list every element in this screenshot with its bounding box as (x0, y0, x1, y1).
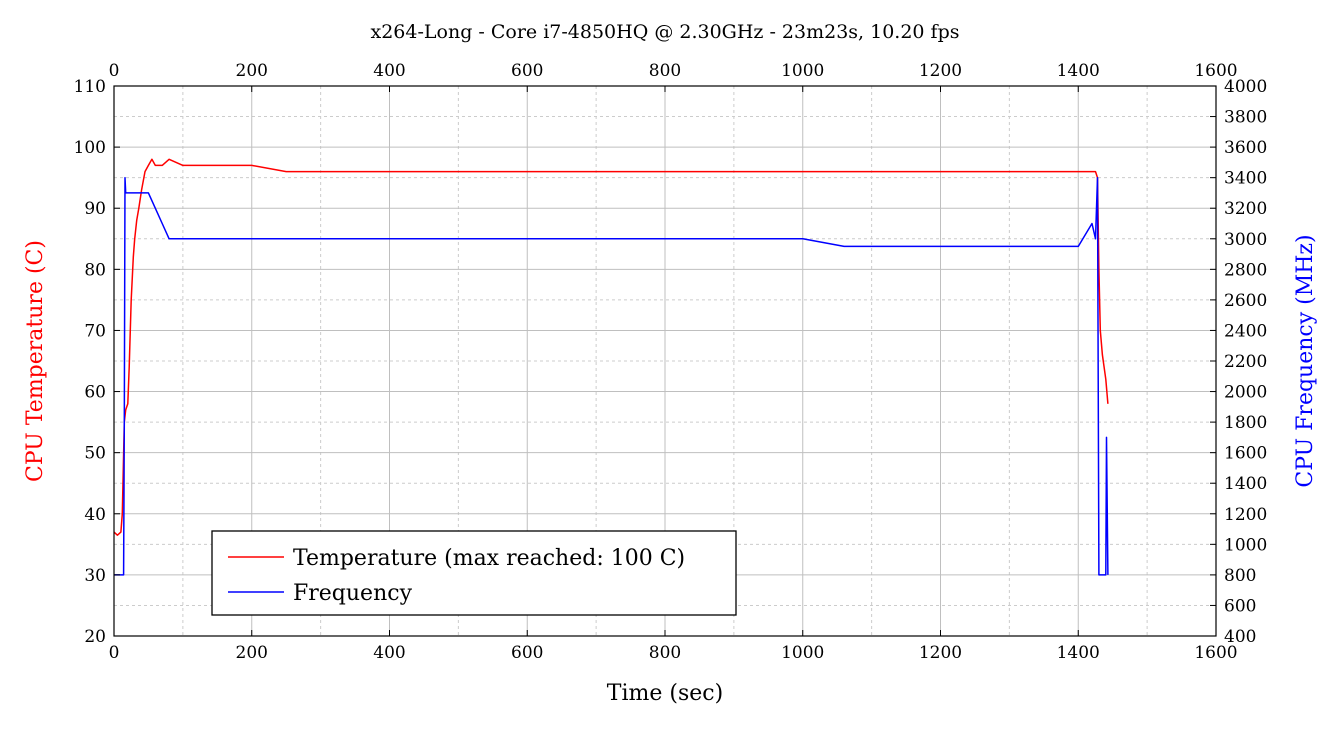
y-axis-title: CPU Temperature (C) (23, 240, 48, 482)
x-top-tick-label: 800 (649, 61, 681, 81)
x-axis-title: Time (sec) (607, 681, 723, 706)
y2-tick-label: 2200 (1224, 352, 1267, 372)
y-tick-label: 110 (74, 77, 106, 97)
x-tick-label: 800 (649, 643, 681, 663)
x-top-tick-label: 200 (236, 61, 268, 81)
y-tick-label: 20 (84, 627, 106, 647)
temperature-series-line (113, 158, 1109, 536)
y2-tick-label: 3600 (1224, 138, 1267, 158)
x-top-tick-label: 400 (373, 61, 405, 81)
y2-tick-label: 1600 (1224, 444, 1267, 464)
x-tick-label: 400 (373, 643, 405, 663)
y-tick-label: 50 (84, 444, 106, 464)
y2-tick-label: 2400 (1224, 321, 1267, 341)
y2-tick-label: 4000 (1224, 77, 1267, 97)
legend: Temperature (max reached: 100 C) Frequen… (211, 530, 737, 616)
y2-axis-title: CPU Frequency (MHz) (1293, 234, 1318, 487)
y2-tick-label: 1800 (1224, 413, 1267, 433)
x-tick-label: 200 (236, 643, 268, 663)
y-tick-label: 30 (84, 566, 106, 586)
y2-tick-label: 1200 (1224, 505, 1267, 525)
y2-tick-label: 1400 (1224, 474, 1267, 494)
y2-tick-label: 2600 (1224, 291, 1267, 311)
y2-tick-label: 3400 (1224, 169, 1267, 189)
x-tick-label: 0 (109, 643, 120, 663)
y-tick-label: 70 (84, 321, 106, 341)
x-top-tick-label: 1200 (919, 61, 962, 81)
x-top-tick-label: 600 (511, 61, 543, 81)
x-tick-label: 1200 (919, 643, 962, 663)
y2-tick-label: 3000 (1224, 230, 1267, 250)
frequency-series-line (114, 176, 1109, 576)
y2-tick-label: 800 (1224, 566, 1256, 586)
y-tick-label: 100 (74, 138, 106, 158)
legend-box (211, 530, 737, 616)
y2-tick-label: 3800 (1224, 108, 1267, 128)
y-tick-label: 40 (84, 505, 106, 525)
x-tick-label: 1000 (781, 643, 824, 663)
y2-tick-label: 2000 (1224, 383, 1267, 403)
y2-tick-label: 3200 (1224, 199, 1267, 219)
y-tick-label: 80 (84, 260, 106, 280)
y2-tick-label: 400 (1224, 627, 1256, 647)
y2-tick-label: 1000 (1224, 535, 1267, 555)
legend-label-temperature: Temperature (max reached: 100 C) (293, 546, 685, 571)
chart-title: x264-Long - Core i7-4850HQ @ 2.30GHz - 2… (371, 21, 960, 43)
series-layer (113, 158, 1109, 576)
y2-tick-label: 600 (1224, 596, 1256, 616)
x-tick-label: 1600 (1194, 643, 1237, 663)
x-top-tick-label: 1600 (1194, 61, 1237, 81)
y-tick-label: 60 (84, 383, 106, 403)
legend-label-frequency: Frequency (293, 581, 413, 606)
y-tick-label: 90 (84, 199, 106, 219)
x-top-tick-label: 1400 (1057, 61, 1100, 81)
x-top-tick-label: 1000 (781, 61, 824, 81)
x-tick-label: 600 (511, 643, 543, 663)
x-top-tick-label: 0 (109, 61, 120, 81)
ticks: 0 0 200 200 400 400 600 600 800 800 1000 1000 1200 12… (74, 61, 1268, 663)
y2-tick-label: 2800 (1224, 260, 1267, 280)
x-tick-label: 1400 (1057, 643, 1100, 663)
